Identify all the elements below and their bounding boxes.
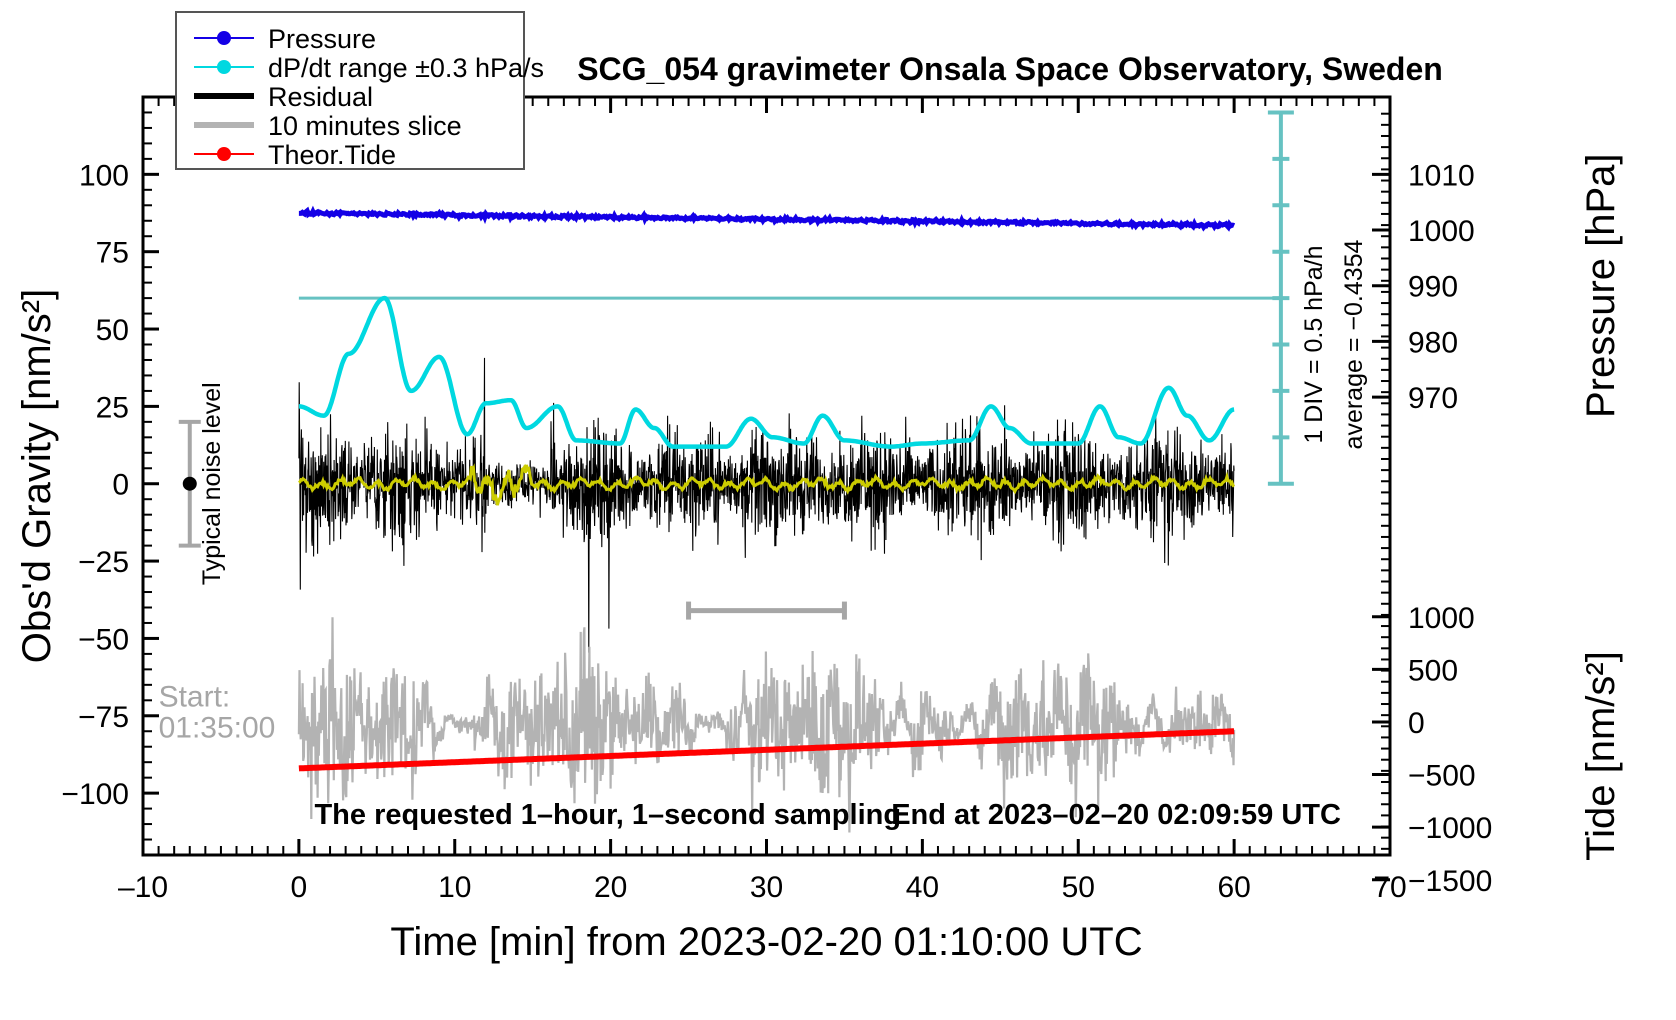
- x-tick-label: 60: [1217, 871, 1250, 904]
- pressure-tick-label: 1000: [1408, 215, 1475, 248]
- start-label-line1: Start:: [159, 680, 231, 713]
- dpdt-scale-bar: [1267, 110, 1294, 486]
- x-tick-label: 70: [1373, 871, 1406, 904]
- x-tick-label: –10: [118, 871, 168, 904]
- ten-minutes-slice-trace: [297, 617, 1236, 833]
- y-axis-left: 100 75 50 25 0 −25 −50 −75 −100 Obs'd Gravity [nm…: [15, 111, 159, 841]
- smoothed-trace: [298, 463, 1236, 506]
- pressure-axis-title: Pressure [hPa]: [1579, 153, 1623, 418]
- legend-label: Pressure: [268, 24, 376, 54]
- sampling-note: The requested 1–hour, 1–second sampling: [314, 799, 901, 831]
- y-tick-label: 0: [112, 469, 129, 502]
- y-axis-right: 1010 1000 990 980 970 1000 500 0 −500 −1000 −1500 P…: [1372, 112, 1623, 898]
- tide-tick-label: 1000: [1408, 602, 1475, 635]
- residual-trace: [298, 357, 1235, 653]
- y-axis-title: Obs'd Gravity [nm/s²]: [15, 289, 59, 663]
- dpdt-trace: [298, 295, 1235, 449]
- annotations: Typical noise level Start:01:35:00 The req…: [159, 239, 1368, 831]
- legend-marker-dot: [217, 31, 231, 45]
- average-note: average = −0.4354: [1340, 239, 1368, 449]
- y-tick-label: 100: [79, 159, 129, 192]
- x-tick-label: 40: [906, 871, 939, 904]
- legend-item-residual[interactable]: Residual: [194, 82, 373, 112]
- legend-marker-dot: [217, 147, 231, 161]
- legend-item-pressure[interactable]: Pressure: [194, 24, 376, 54]
- typical-noise-level-label: Typical noise level: [198, 382, 226, 585]
- legend-label: Residual: [268, 82, 373, 112]
- div-scale-note: 1 DIV = 0.5 hPa/h: [1300, 245, 1328, 443]
- slice-span-marker: [686, 601, 847, 620]
- y-tick-label: −75: [78, 701, 129, 734]
- y-tick-label: 50: [96, 314, 129, 347]
- pressure-tick-label: 1010: [1408, 159, 1475, 192]
- pressure-trace: [298, 205, 1236, 232]
- pressure-tick-label: 980: [1408, 326, 1458, 359]
- x-tick-label: 30: [750, 871, 783, 904]
- tide-tick-label: −500: [1408, 760, 1476, 793]
- pressure-tick-label: 970: [1408, 382, 1458, 415]
- x-tick-label: 10: [438, 871, 471, 904]
- y-tick-label: −25: [78, 546, 129, 579]
- legend-marker-dot: [217, 60, 231, 74]
- y-tick-label: 75: [96, 237, 129, 270]
- y-tick-label: 25: [96, 391, 129, 424]
- legend-label: 10 minutes slice: [268, 111, 462, 141]
- tide-tick-label: −1000: [1408, 812, 1492, 845]
- chart-title: SCG_054 gravimeter Onsala Space Observat…: [577, 51, 1443, 87]
- legend-item-dp-dt-range-0-3-hpa-s[interactable]: dP/dt range ±0.3 hPa/s: [194, 53, 544, 83]
- start-label-line2: 01:35:00: [159, 711, 276, 744]
- x-tick-label: 50: [1062, 871, 1095, 904]
- x-axis-title: Time [min] from 2023-02-20 01:10:00 UTC: [390, 920, 1142, 964]
- tide-tick-label: 500: [1408, 654, 1458, 687]
- legend-label: Theor.Tide: [268, 140, 396, 170]
- theor-tide-trace: [298, 728, 1235, 772]
- x-axis: –10 0 10 20 30 40 50 60 70 Time [min] from 2023-0…: [118, 97, 1407, 964]
- chart-title-text: SCG_054 gravimeter Onsala Space Observat…: [577, 51, 1443, 87]
- tide-tick-label: 0: [1408, 707, 1425, 740]
- tide-tick-label: −1500: [1408, 865, 1492, 898]
- end-note: End at 2023–02–20 02:09:59 UTC: [891, 799, 1341, 831]
- x-tick-label: 0: [291, 871, 308, 904]
- tide-axis-title: Tide [nm/s²]: [1579, 651, 1623, 861]
- y-tick-label: −50: [78, 623, 129, 656]
- legend-label: dP/dt range ±0.3 hPa/s: [268, 53, 544, 83]
- x-tick-label: 20: [594, 871, 627, 904]
- y-tick-label: −100: [61, 778, 129, 811]
- legend-item-theor-tide[interactable]: Theor.Tide: [194, 140, 396, 170]
- pressure-tick-label: 990: [1408, 271, 1458, 304]
- legend-item-10-minutes-slice[interactable]: 10 minutes slice: [194, 111, 462, 141]
